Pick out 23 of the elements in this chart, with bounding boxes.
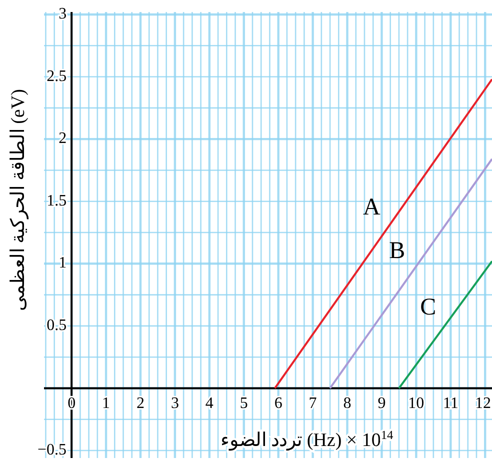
x-tick-label: 12 bbox=[475, 395, 491, 412]
series-label: C bbox=[420, 294, 436, 320]
x-tick-label: 2 bbox=[136, 395, 144, 412]
y-tick-label: 1.5 bbox=[46, 192, 67, 210]
series-label: B bbox=[389, 238, 406, 264]
x-tick-label: 3 bbox=[170, 395, 179, 412]
x-tick-label: 6 bbox=[274, 395, 282, 412]
x-tick-label: 11 bbox=[442, 395, 458, 412]
y-tick-label: 3 bbox=[58, 5, 67, 22]
y-axis-title: الطاقة الحركية العظمى (eV) bbox=[8, 89, 29, 312]
y-tick-label: 2.5 bbox=[46, 68, 67, 85]
x-tick-label: 5 bbox=[240, 395, 248, 412]
x-tick-label: 4 bbox=[205, 395, 214, 412]
y-tick-label: 1 bbox=[58, 254, 67, 272]
x-tick-label: 9 bbox=[378, 395, 386, 412]
x-tick-label: 10 bbox=[408, 395, 424, 412]
series-label: A bbox=[362, 194, 381, 220]
x-tick-label: 8 bbox=[343, 395, 352, 412]
y-tick-label: 2 bbox=[58, 130, 67, 148]
y-tick-label: −0.5 bbox=[38, 442, 67, 459]
y-tick-label: 0.5 bbox=[46, 316, 67, 334]
x-tick-label: 7 bbox=[308, 395, 317, 412]
x-tick-label: 1 bbox=[102, 395, 110, 412]
